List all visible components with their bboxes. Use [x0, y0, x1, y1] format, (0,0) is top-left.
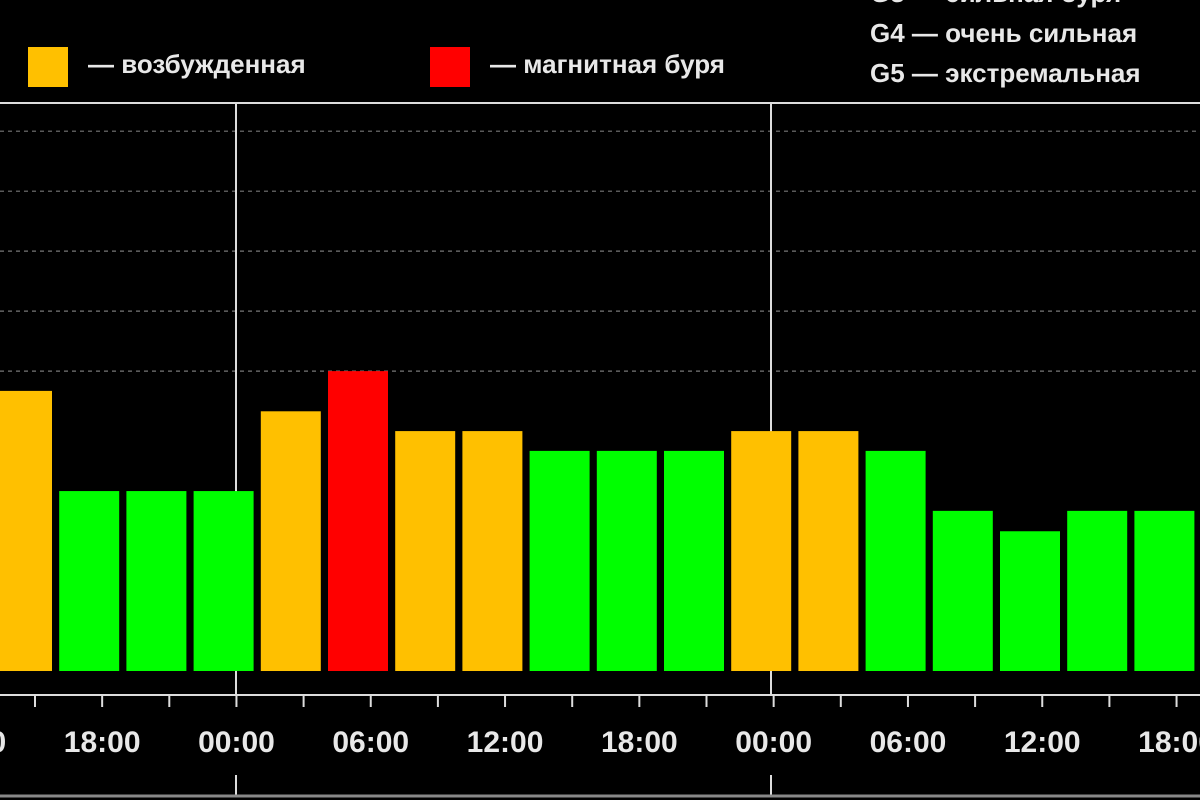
bar — [260, 411, 321, 672]
storm-scale-note: G5 — экстремальная — [870, 58, 1141, 88]
bar — [932, 510, 993, 672]
x-tick-label: 18:00 — [1138, 726, 1200, 759]
bar — [59, 491, 120, 672]
storm-scale-note: G4 — очень сильная — [870, 18, 1137, 48]
storm-scale-note: G3 — сильная буря — [870, 0, 1121, 8]
bar — [865, 450, 926, 672]
bar — [529, 450, 590, 672]
bar — [126, 491, 187, 672]
bar — [1067, 510, 1128, 672]
x-tick-label: 06:00 — [870, 726, 947, 759]
bar — [1134, 510, 1195, 672]
x-tick-label: 00:00 — [198, 726, 275, 759]
legend-label: — магнитная буря — [490, 49, 725, 79]
bar — [395, 431, 456, 672]
x-tick-label: 18:00 — [64, 726, 141, 759]
bar — [328, 371, 388, 672]
x-tick-label: 06:00 — [332, 726, 409, 759]
x-tick-label: 12:00 — [1004, 726, 1081, 759]
bar — [462, 431, 523, 672]
bar — [731, 431, 792, 672]
x-tick-label: 12:00 — [0, 726, 6, 759]
bar — [0, 390, 52, 672]
legend-swatch — [430, 47, 470, 87]
bar — [1000, 531, 1060, 672]
x-tick-label: 18:00 — [601, 726, 678, 759]
bar — [798, 431, 859, 672]
x-tick-label: 00:00 — [735, 726, 812, 759]
bar — [193, 491, 254, 672]
legend-swatch — [28, 47, 68, 87]
legend-label: — возбужденная — [88, 49, 306, 79]
bar — [664, 450, 724, 672]
x-tick-label: 12:00 — [467, 726, 544, 759]
bar — [596, 450, 657, 672]
